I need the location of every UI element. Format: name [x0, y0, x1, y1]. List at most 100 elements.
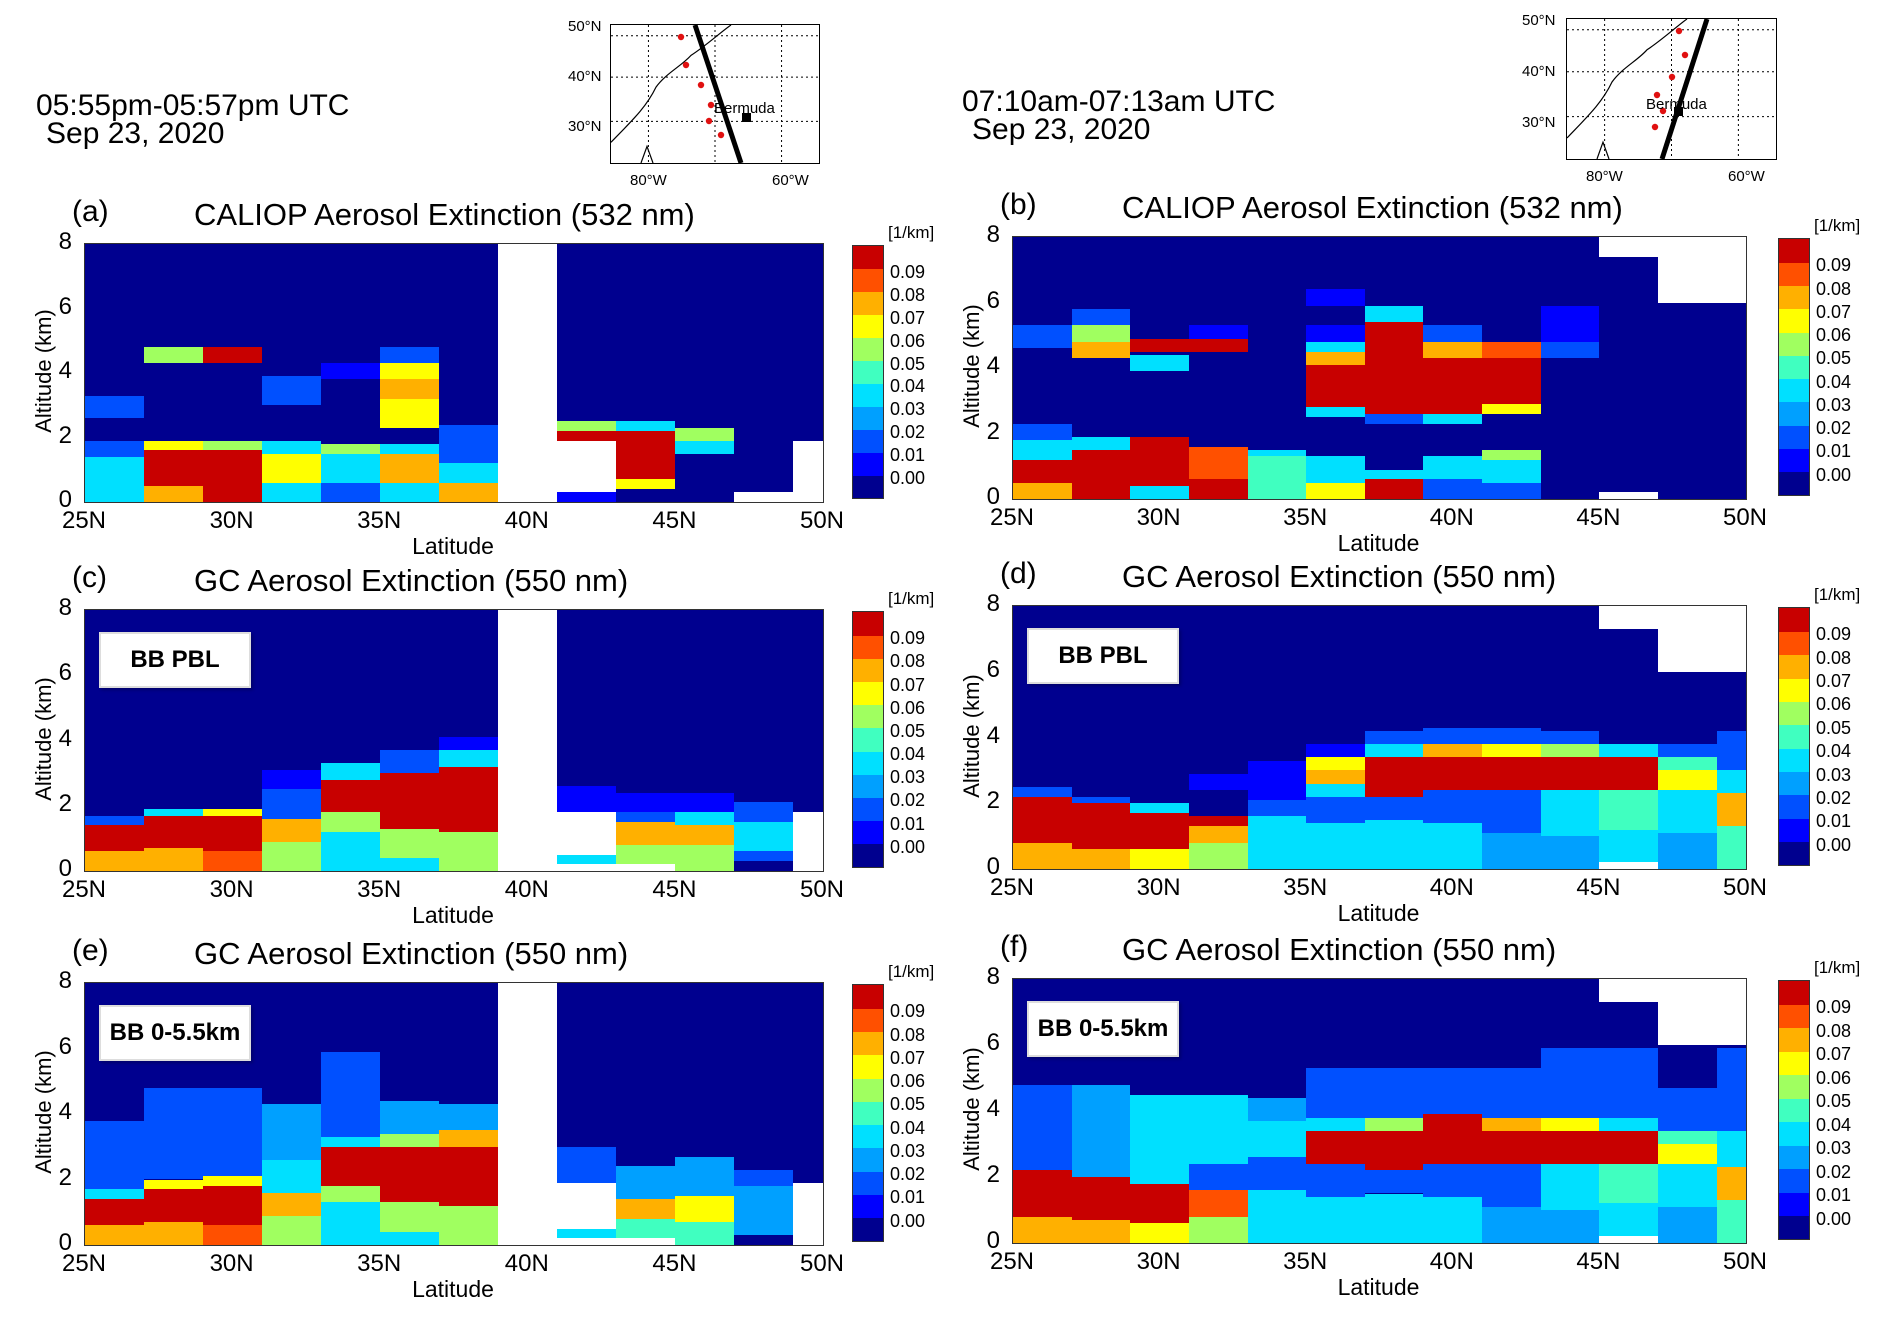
heatmap-cell	[1423, 1163, 1483, 1197]
colorbar-segment	[853, 635, 883, 659]
colorbar-tick-label: 0.09	[890, 1001, 926, 1022]
colorbar-segment	[853, 612, 883, 636]
timestamp-right-date: Sep 23, 2020	[972, 113, 1151, 146]
colorbar-segment	[1779, 1004, 1809, 1029]
heatmap-cell	[262, 1104, 322, 1160]
heatmap-cell	[1306, 325, 1365, 342]
colorbar-segment	[1779, 401, 1809, 426]
heatmap-cell	[1658, 744, 1717, 758]
heatmap-plot	[84, 243, 824, 503]
heatmap-cell	[1188, 446, 1248, 480]
heatmap-cell	[793, 440, 823, 502]
heatmap-cell	[1071, 436, 1131, 450]
colorbar-tick-label: 0.09	[890, 261, 926, 282]
heatmap-cell	[1247, 1190, 1307, 1243]
heatmap-cell	[1540, 836, 1600, 869]
y-tick-label: 8	[986, 221, 1000, 248]
annotation-box: BB 0-5.5km	[99, 1005, 251, 1061]
observation-dot	[1668, 73, 1676, 81]
heatmap-cell	[1364, 757, 1424, 797]
annotation-box: BB PBL	[99, 632, 251, 688]
heatmap-cell	[616, 431, 676, 480]
map-lat-label: 50°N	[568, 18, 602, 35]
colorbar-tick-label: 0.01	[1816, 441, 1852, 462]
y-axis-label: Altitude (km)	[31, 309, 56, 433]
heatmap-cell	[1364, 1130, 1424, 1171]
y-tick-label: 0	[58, 486, 72, 513]
heatmap-cell	[557, 786, 617, 813]
timestamp-left-time: 05:55pm-05:57pm UTC	[36, 89, 350, 122]
heatmap-cell	[439, 482, 499, 502]
heatmap-cell	[380, 1100, 440, 1134]
heatmap-cell	[1540, 730, 1600, 745]
heatmap-plot: BB PBL	[1012, 605, 1747, 870]
heatmap-cell	[262, 440, 322, 454]
heatmap-cell	[616, 864, 676, 871]
heatmap-cell	[321, 482, 381, 502]
colorbar-tick-label: 0.07	[1816, 1044, 1852, 1065]
heatmap-cell	[557, 864, 617, 871]
heatmap-cell	[1658, 770, 1717, 791]
colorbar-segment	[853, 681, 883, 706]
map-drawing	[611, 25, 819, 163]
map-lat-label: 30°N	[568, 118, 602, 136]
heatmap-cell	[1247, 456, 1307, 499]
heatmap-cell	[380, 443, 440, 454]
y-tick-label: 2	[58, 1163, 72, 1191]
colorbar-segment	[853, 1171, 883, 1195]
heatmap-cell	[557, 1238, 617, 1245]
y-axis-label: Altitude (km)	[31, 676, 56, 801]
heatmap-cell	[1364, 796, 1424, 820]
x-tick-label: 30N	[209, 876, 254, 903]
heatmap-cell	[203, 809, 263, 816]
colorbar-tick-label: 0.01	[890, 445, 926, 466]
colorbar-tick-label: 0.00	[890, 836, 926, 857]
heatmap-cell	[1540, 744, 1600, 758]
colorbar-segment	[1779, 631, 1809, 656]
y-tick-label: 0	[58, 1229, 72, 1256]
heatmap-cell	[734, 1169, 794, 1187]
heatmap-cell	[380, 828, 440, 858]
colorbar-tick-label: 0.02	[890, 422, 926, 443]
heatmap-cell	[616, 812, 676, 823]
observation-dot	[705, 117, 713, 125]
coastline-florida	[640, 144, 654, 163]
heatmap-cell	[1423, 1114, 1483, 1164]
heatmap-cell	[321, 1146, 381, 1187]
heatmap-cell	[675, 1195, 735, 1223]
heatmap-cell	[1306, 407, 1365, 418]
heatmap-cell	[1306, 341, 1365, 352]
colorbar-tick-label: 0.03	[890, 767, 926, 788]
colorbar-tick-label: 0.08	[890, 284, 926, 305]
x-tick-label: 30N	[1136, 504, 1181, 531]
heatmap-cell	[1482, 358, 1541, 405]
colorbar-segment	[1779, 332, 1809, 356]
heatmap-cell	[498, 983, 558, 1245]
colorbar-tick-label: 0.00	[1816, 834, 1852, 855]
colorbar-segment	[853, 1124, 883, 1149]
heatmap-cell	[144, 815, 204, 849]
x-axis-label: Latitude	[412, 902, 494, 928]
heatmap-cell	[1423, 358, 1483, 414]
colorbar-segment	[853, 1031, 883, 1056]
colorbar	[1778, 607, 1810, 866]
heatmap-cell	[675, 825, 735, 845]
heatmap-cell	[1071, 1219, 1131, 1243]
heatmap-cell	[262, 453, 322, 483]
heatmap-cell	[1599, 829, 1659, 863]
heatmap-cell	[85, 456, 145, 486]
heatmap-cell	[203, 450, 263, 490]
heatmap-cell	[557, 1146, 617, 1183]
map-lon-label: 60°W	[1728, 168, 1765, 185]
x-tick-label: 25N	[989, 1248, 1035, 1275]
x-tick-label: 45N	[652, 876, 697, 903]
panel-title: CALIOP Aerosol Extinction (532 nm)	[194, 197, 695, 232]
colorbar-tick-label: 0.00	[890, 1210, 926, 1231]
heatmap-cell	[1599, 790, 1659, 830]
heatmap-cell	[1188, 338, 1248, 352]
colorbar-segment	[853, 704, 883, 729]
panel-title: GC Aerosol Extinction (550 nm)	[194, 563, 629, 598]
heatmap-cell	[1658, 1130, 1717, 1144]
heatmap-cell	[380, 363, 440, 380]
heatmap-cell	[1306, 822, 1365, 869]
